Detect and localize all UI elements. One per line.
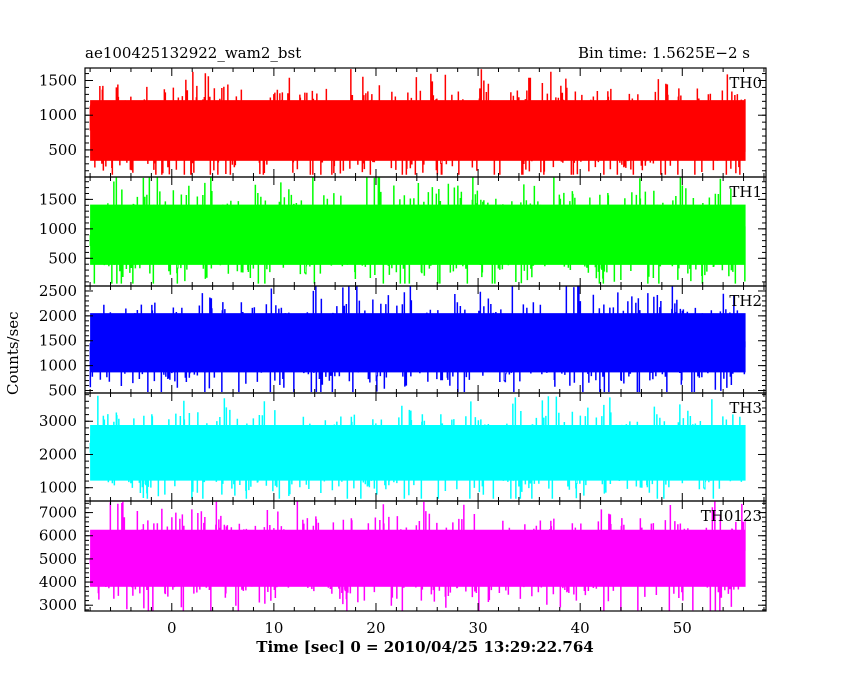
x-axis-label-text: Time [sec] 0 = 2010/04/25 13:29:22.764 — [256, 638, 594, 656]
y-tick-label: 1000 — [39, 479, 77, 497]
y-tick-label: 7000 — [39, 504, 77, 522]
series-line-th0123 — [89, 501, 746, 611]
series-label-th0123: TH0123 — [701, 507, 762, 525]
series-line-th0 — [89, 69, 746, 175]
y-axis-label: Counts/sec — [4, 311, 22, 395]
series-label-th0: TH0 — [729, 74, 762, 92]
y-tick-label: 2000 — [39, 307, 77, 325]
y-tick-label: 4000 — [39, 573, 77, 591]
y-tick-label: 1000 — [39, 357, 77, 375]
series-line-th3 — [89, 395, 746, 499]
y-tick-label: 1500 — [39, 332, 77, 350]
y-tick-label: 2000 — [39, 445, 77, 463]
y-tick-label: 500 — [48, 382, 77, 400]
bin-time-label: Bin time: 1.5625E−2 s — [578, 44, 751, 62]
x-tick-label: 40 — [571, 619, 590, 637]
x-tick-label: 50 — [673, 619, 692, 637]
x-tick-label: 20 — [366, 619, 385, 637]
series-label-th1: TH1 — [729, 183, 762, 201]
x-tick-label: 10 — [264, 619, 283, 637]
y-tick-label: 500 — [48, 249, 77, 267]
series-label-th2: TH2 — [729, 292, 762, 310]
y-tick-label: 1500 — [39, 190, 77, 208]
series-label-th3: TH3 — [729, 399, 762, 417]
y-tick-label: 500 — [48, 141, 77, 159]
y-tick-label: 6000 — [39, 527, 77, 545]
series-line-th2 — [89, 286, 746, 392]
y-tick-label: 2500 — [39, 282, 77, 300]
series-line-th1 — [89, 177, 746, 284]
y-tick-label: 1000 — [39, 220, 77, 238]
y-tick-label: 1000 — [39, 106, 77, 124]
x-tick-label: 0 — [167, 619, 177, 637]
y-tick-label: 5000 — [39, 550, 77, 568]
x-axis-label: Time [sec] 0 = 2010/04/25 13:29:22.764 — [0, 638, 850, 656]
y-tick-label: 1500 — [39, 71, 77, 89]
y-tick-label: 3000 — [39, 596, 77, 614]
panel-frame — [84, 500, 767, 612]
x-tick-label: 30 — [469, 619, 488, 637]
chart-title: ae100425132922_wam2_bst — [85, 44, 302, 62]
y-tick-label: 3000 — [39, 412, 77, 430]
